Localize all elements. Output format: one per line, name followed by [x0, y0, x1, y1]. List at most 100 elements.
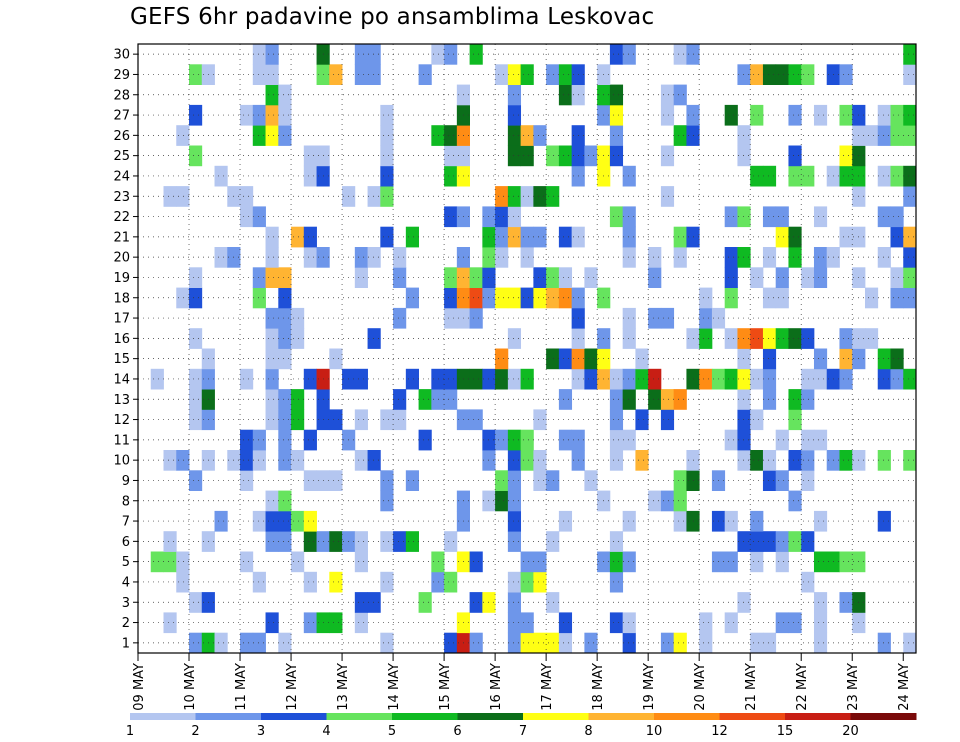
heatmap-cell	[469, 409, 483, 431]
heatmap-cell	[839, 368, 853, 390]
heatmap-cell	[265, 267, 279, 288]
heatmap-cell	[354, 592, 368, 613]
heatmap-cell	[558, 389, 573, 410]
heatmap-cell	[265, 348, 279, 370]
heatmap-cell	[609, 531, 624, 552]
heatmap-cell	[813, 632, 828, 654]
heatmap-cell	[775, 328, 789, 349]
heatmap-cell	[252, 287, 266, 309]
heatmap-cell	[558, 612, 573, 634]
heatmap-cell	[737, 450, 751, 471]
heatmap-cell	[775, 206, 789, 228]
heatmap-cell	[354, 531, 368, 552]
legend-label: 20	[842, 724, 859, 739]
heatmap-cell	[750, 64, 764, 85]
heatmap-cell	[762, 389, 777, 410]
heatmap-cell	[558, 145, 573, 167]
heatmap-cell	[405, 287, 419, 309]
heatmap-cell	[176, 287, 190, 309]
heatmap-cell	[520, 226, 534, 248]
heatmap-cell	[469, 592, 483, 613]
legend-swatch	[130, 713, 196, 720]
heatmap-cell	[903, 267, 917, 288]
heatmap-cell	[533, 267, 547, 288]
heatmap-cell	[660, 632, 675, 654]
heatmap-cell	[507, 206, 522, 228]
heatmap-cell	[533, 470, 547, 491]
heatmap-cell	[533, 186, 547, 207]
x-tick-label: 20 MAY	[693, 663, 708, 711]
heatmap-cell	[507, 145, 522, 167]
heatmap-cell	[444, 44, 458, 65]
heatmap-cell	[724, 368, 738, 390]
heatmap-cell	[265, 531, 279, 552]
y-tick-label: 1	[122, 636, 130, 651]
heatmap-cell	[890, 226, 904, 248]
heatmap-cell	[533, 551, 547, 573]
heatmap-cell	[278, 287, 292, 309]
heatmap-cell	[903, 632, 917, 654]
heatmap-cell	[393, 267, 407, 288]
heatmap-cell	[291, 328, 305, 349]
heatmap-cell	[176, 186, 190, 207]
heatmap-cell	[291, 510, 305, 532]
heatmap-cell	[469, 287, 483, 309]
heatmap-cell	[813, 247, 828, 268]
heatmap-cell	[903, 368, 917, 390]
heatmap-cell	[737, 592, 751, 613]
heatmap-cell	[176, 571, 190, 593]
x-tick-label: 14 MAY	[387, 663, 402, 711]
heatmap-cell	[520, 186, 534, 207]
heatmap-cell	[775, 531, 789, 552]
heatmap-cell	[329, 571, 343, 593]
heatmap-cell	[367, 44, 381, 65]
heatmap-cell	[444, 267, 458, 288]
heatmap-cell	[507, 510, 522, 532]
y-tick-label: 7	[122, 515, 130, 530]
heatmap-cell	[788, 490, 802, 512]
heatmap-cell	[278, 409, 292, 431]
heatmap-cell	[533, 450, 547, 471]
heatmap-cell	[431, 551, 445, 573]
heatmap-cell	[775, 551, 789, 573]
legend-label: 2	[191, 724, 199, 739]
heatmap-cell	[724, 510, 738, 532]
heatmap-cell	[622, 389, 636, 410]
heatmap-cell	[380, 571, 394, 593]
heatmap-cell	[890, 104, 904, 126]
heatmap-cell	[189, 632, 203, 654]
heatmap-cell	[622, 307, 636, 329]
heatmap-cell	[444, 125, 458, 146]
heatmap-cell	[393, 389, 407, 410]
heatmap-cell	[367, 64, 381, 85]
heatmap-cell	[189, 409, 203, 431]
heatmap-cell	[380, 490, 394, 512]
heatmap-cell	[801, 267, 815, 288]
heatmap-cell	[801, 531, 815, 552]
heatmap-cell	[762, 632, 777, 654]
x-tick-label: 09 MAY	[132, 663, 147, 711]
heatmap-cell	[507, 287, 522, 309]
heatmap-cell	[520, 551, 534, 573]
heatmap-cell	[533, 571, 547, 593]
heatmap-cell	[214, 247, 228, 268]
heatmap-cell	[495, 186, 509, 207]
heatmap-cell	[380, 145, 394, 167]
heatmap-cell	[877, 368, 891, 390]
heatmap-cell	[801, 571, 815, 593]
legend-swatch	[457, 713, 524, 720]
heatmap-cell	[737, 328, 751, 349]
heatmap-cell	[189, 470, 203, 491]
heatmap-cell	[750, 267, 764, 288]
heatmap-cell	[546, 287, 560, 309]
heatmap-cell	[265, 510, 279, 532]
x-tick-label: 16 MAY	[489, 663, 504, 711]
heatmap-cell	[520, 612, 534, 634]
heatmap-cell	[507, 592, 522, 613]
heatmap-cell	[303, 429, 317, 451]
heatmap-cell	[750, 632, 764, 654]
legend-label: 4	[322, 724, 330, 739]
legend-swatch	[326, 713, 393, 720]
y-tick-label: 10	[113, 454, 130, 469]
heatmap-cell	[877, 348, 891, 370]
